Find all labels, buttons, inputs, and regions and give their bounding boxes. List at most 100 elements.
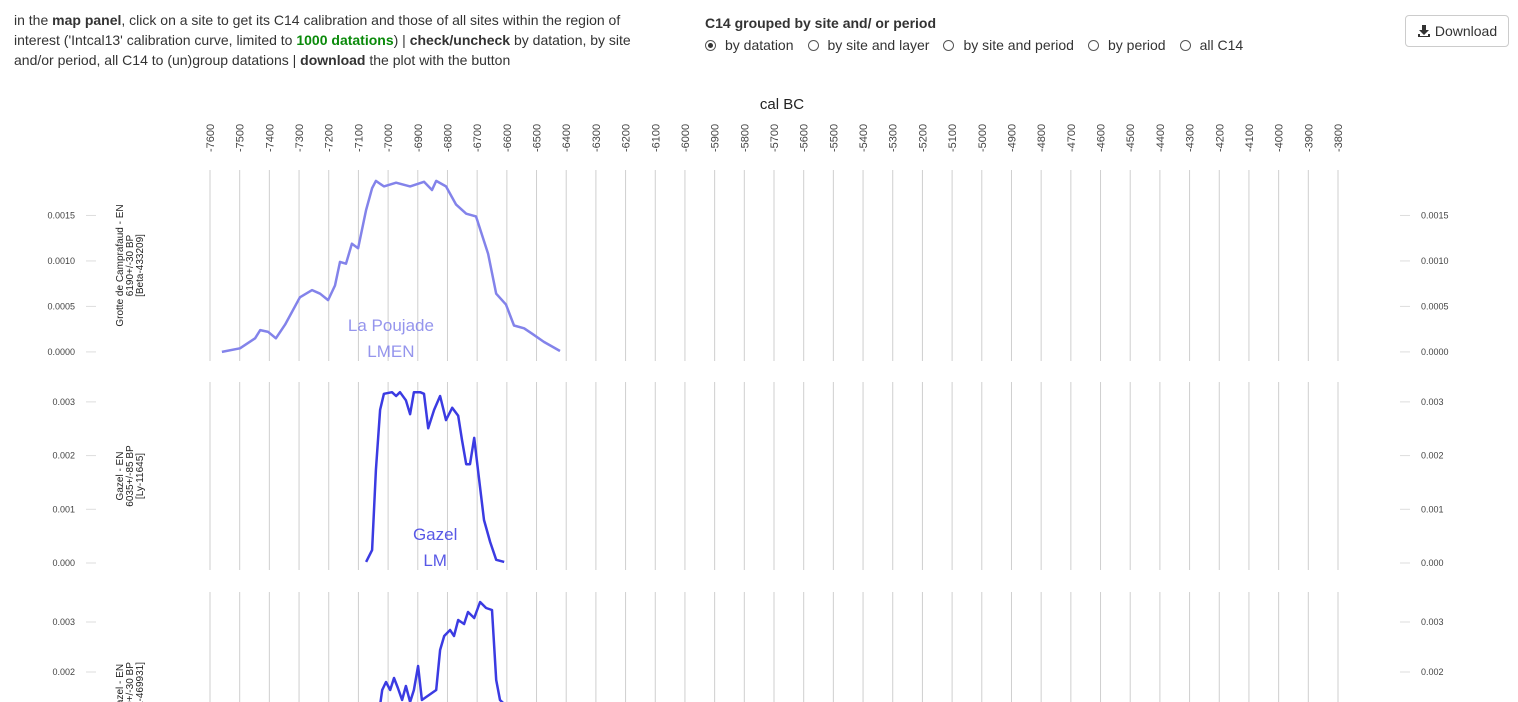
curve-annotation: Gazel (413, 525, 457, 544)
site-label: azel - EN (115, 664, 126, 702)
x-tick-label: -5900 (710, 124, 722, 152)
x-tick-label: -4400 (1155, 124, 1167, 152)
site-label: a-469931] (135, 662, 146, 702)
x-tick-label: -6600 (502, 124, 514, 152)
text: by datation, by site and/or period, all … (14, 32, 631, 68)
x-tick-label: -5300 (888, 124, 900, 152)
x-tick-label: -5800 (739, 124, 751, 152)
x-tick-label: -6200 (621, 124, 633, 152)
y-tick-label-right: 0.0000 (1421, 347, 1449, 357)
x-tick-label: -7000 (383, 124, 395, 152)
radio-label: by period (1107, 37, 1166, 53)
x-tick-label: -6100 (650, 124, 662, 152)
site-label: [Ly-11645] (135, 453, 146, 499)
x-axis-title: cal BC (760, 96, 804, 113)
site-label: Grotte de Camprafaud - EN (115, 204, 126, 326)
site-label: 6035+/-85 BP (125, 445, 136, 507)
radio-label: all C14 (1199, 37, 1244, 53)
y-tick-label-right: 0.002 (1421, 667, 1444, 677)
text: check/uncheck (409, 32, 511, 48)
radio-option[interactable]: all C14 (1179, 37, 1244, 53)
x-tick-label: -7200 (324, 124, 336, 152)
x-tick-label: -7400 (264, 124, 276, 152)
x-tick-label: -4900 (1006, 124, 1018, 152)
radio-label: by datation (725, 37, 794, 53)
y-tick-label: 0.001 (52, 504, 75, 514)
y-tick-label: 0.0005 (47, 301, 75, 311)
y-tick-label: 0.0015 (47, 210, 75, 220)
x-tick-label: -6700 (472, 124, 484, 152)
x-tick-label: -5600 (799, 124, 811, 152)
y-tick-label-right: 0.001 (1421, 504, 1444, 514)
x-tick-label: -6800 (442, 124, 454, 152)
curve-annotation: LMEN (367, 342, 414, 361)
y-tick-label: 0.002 (52, 451, 75, 461)
x-tick-label: -4500 (1125, 124, 1137, 152)
x-tick-label: -4300 (1185, 124, 1197, 152)
y-tick-label-right: 0.003 (1421, 617, 1444, 627)
text: the plot with the button (365, 52, 511, 68)
radio-group: C14 grouped by site and/ or period by da… (705, 15, 1257, 54)
radio-label: by site and layer (827, 37, 930, 53)
text: download (300, 52, 366, 68)
radio-option[interactable]: by site and layer (807, 37, 930, 53)
text: ) | (393, 32, 410, 48)
radio-button[interactable] (1179, 39, 1191, 51)
x-tick-label: -5700 (769, 124, 781, 152)
x-tick-label: -6500 (532, 124, 544, 152)
x-tick-label: -6300 (591, 124, 603, 152)
x-tick-label: -7100 (353, 124, 365, 152)
x-tick-label: -3800 (1333, 124, 1345, 152)
x-tick-label: -4700 (1066, 124, 1078, 152)
x-tick-label: -4100 (1244, 124, 1256, 152)
y-tick-label-right: 0.0005 (1421, 301, 1449, 311)
y-tick-label-right: 0.003 (1421, 397, 1444, 407)
y-tick-label: 0.002 (52, 667, 75, 677)
y-tick-label-right: 0.000 (1421, 558, 1444, 568)
radio-button[interactable] (705, 39, 716, 51)
x-tick-label: -4200 (1214, 124, 1226, 152)
y-tick-label: 0.003 (52, 617, 75, 627)
y-tick-label-right: 0.002 (1421, 451, 1444, 461)
site-label: [Beta-433209] (135, 234, 146, 297)
y-tick-label-right: 0.0015 (1421, 210, 1449, 220)
text: , click on a site to get its C14 calibra… (14, 12, 621, 48)
x-tick-label: -4000 (1274, 124, 1286, 152)
radio-button[interactable] (1087, 39, 1099, 51)
radio-button[interactable] (943, 39, 955, 51)
radio-option[interactable]: by period (1087, 37, 1166, 53)
radio-group-title: C14 grouped by site and/ or period (705, 15, 937, 31)
x-tick-label: -5100 (947, 124, 959, 152)
x-tick-label: -5500 (828, 124, 840, 152)
text: map panel (52, 12, 122, 28)
x-tick-label: -6900 (413, 124, 425, 152)
instructions: in the map panel, click on a site to get… (14, 10, 654, 70)
x-tick-label: -5400 (858, 124, 870, 152)
y-tick-label: 0.0000 (47, 347, 75, 357)
y-tick-label: 0.003 (52, 397, 75, 407)
y-tick-label: 0.0010 (47, 256, 75, 266)
curve-annotation: LM (423, 551, 447, 570)
site-label: 6190+/-30 BP (125, 234, 136, 296)
x-tick-label: -4800 (1036, 124, 1048, 152)
radio-option[interactable]: by site and period (943, 37, 1074, 53)
y-tick-label-right: 0.0010 (1421, 256, 1449, 266)
curve-annotation: La Poujade (348, 316, 434, 335)
x-tick-label: -6400 (561, 124, 573, 152)
x-tick-label: -7500 (235, 124, 247, 152)
radio-button[interactable] (807, 39, 819, 51)
x-tick-label: -4600 (1096, 124, 1108, 152)
download-icon (1417, 25, 1430, 37)
radio-label: by site and period (963, 37, 1074, 53)
site-label: Gazel - EN (115, 452, 126, 501)
y-tick-label: 0.000 (52, 558, 75, 568)
x-tick-label: -7300 (294, 124, 306, 152)
x-tick-label: -5000 (977, 124, 989, 152)
download-button[interactable]: Download (1405, 15, 1509, 47)
x-tick-label: -3900 (1303, 124, 1315, 152)
button-label: Download (1434, 23, 1498, 39)
radio-option[interactable]: by datation (705, 37, 794, 53)
x-tick-label: -6000 (680, 124, 692, 152)
